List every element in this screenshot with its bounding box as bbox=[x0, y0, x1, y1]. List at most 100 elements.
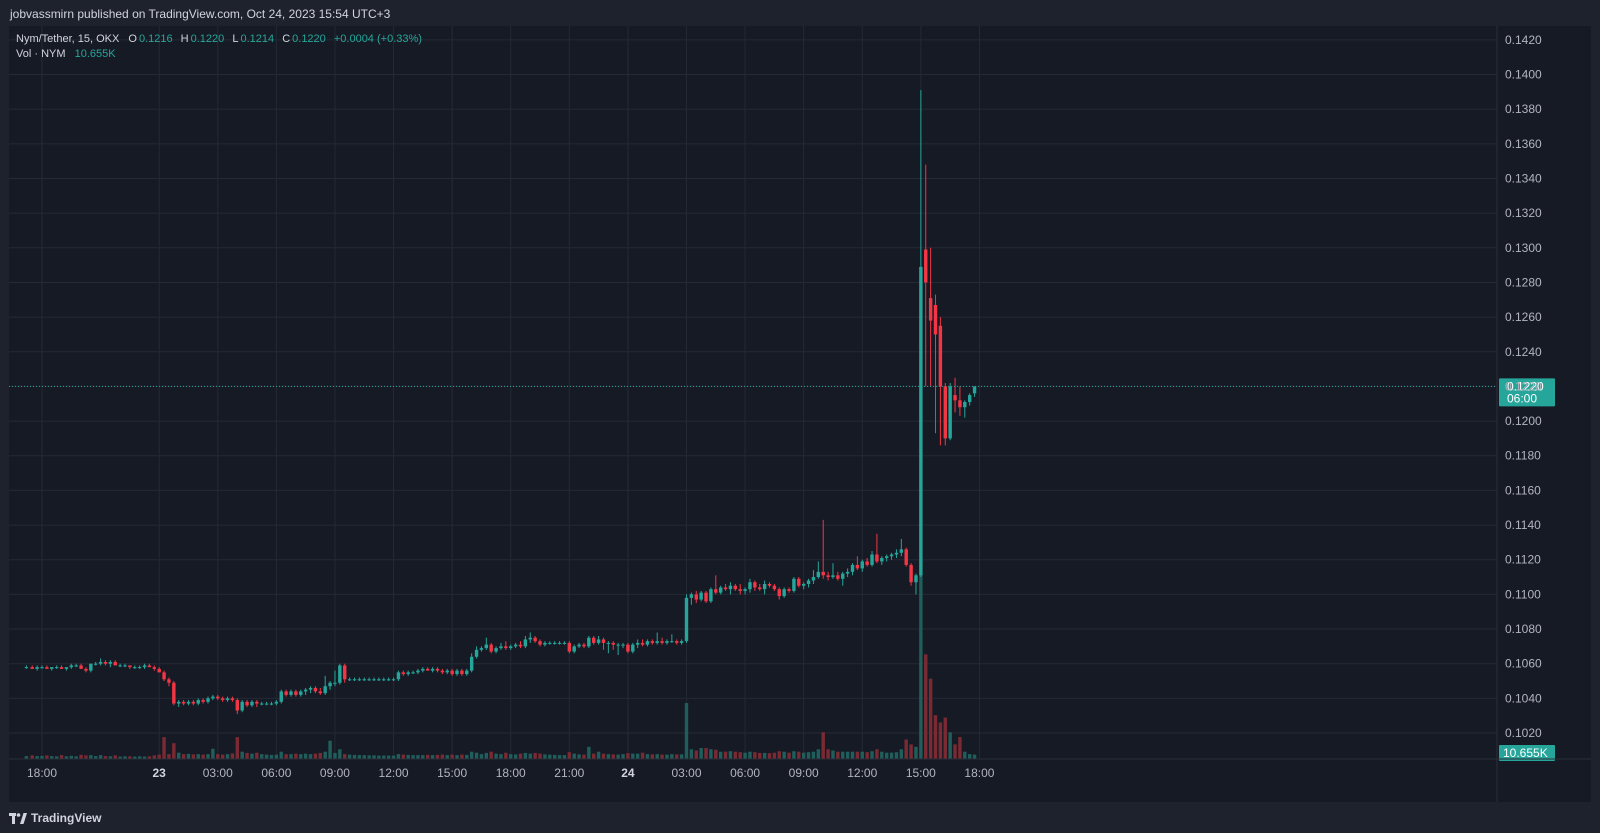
volume-label[interactable]: Vol · NYM bbox=[16, 48, 66, 60]
volume-bar bbox=[543, 754, 547, 759]
volume-bar bbox=[899, 749, 904, 759]
candle-body bbox=[919, 266, 923, 576]
volume-bar bbox=[679, 754, 684, 759]
candle-body bbox=[845, 571, 850, 574]
low-value: 0.1214 bbox=[240, 33, 275, 45]
volume-bar bbox=[850, 751, 855, 759]
candle-body bbox=[875, 554, 879, 562]
candle-body bbox=[479, 648, 484, 650]
candle-body bbox=[54, 667, 59, 669]
volume-bar bbox=[333, 752, 337, 759]
candle-body bbox=[621, 644, 625, 646]
candle-body bbox=[645, 641, 650, 645]
candle-body bbox=[426, 668, 430, 671]
price-tick-label: 0.1240 bbox=[1505, 345, 1542, 359]
volume-bar bbox=[89, 755, 93, 759]
candle-body bbox=[889, 554, 894, 557]
candle-body bbox=[865, 561, 869, 565]
candle-body bbox=[460, 670, 464, 675]
volume-bar bbox=[386, 755, 391, 759]
volume-bar bbox=[225, 754, 230, 759]
volume-bar bbox=[177, 752, 181, 759]
time-tick-label: 06:00 bbox=[730, 766, 760, 780]
volume-bar bbox=[924, 654, 928, 759]
volume-bar bbox=[904, 739, 908, 759]
candle-body bbox=[455, 670, 459, 675]
candle-body bbox=[494, 648, 498, 652]
volume-bar bbox=[108, 756, 113, 759]
candle-body bbox=[904, 549, 908, 565]
volume-bar bbox=[645, 754, 650, 759]
candle-body bbox=[484, 644, 489, 649]
price-tick-label: 0.1200 bbox=[1505, 414, 1542, 428]
volume-bar bbox=[450, 754, 454, 759]
candle-layer bbox=[24, 90, 977, 714]
time-tick-label: 12:00 bbox=[379, 766, 409, 780]
time-tick-label: 03:00 bbox=[203, 766, 233, 780]
time-tick-label: 09:00 bbox=[320, 766, 350, 780]
tradingview-logo[interactable]: TradingView bbox=[9, 811, 101, 825]
volume-bar bbox=[557, 755, 562, 759]
volume-bar bbox=[152, 755, 157, 759]
volume-bar bbox=[953, 744, 957, 759]
candle-body bbox=[972, 386, 977, 394]
candle-body bbox=[147, 665, 152, 668]
candle-body bbox=[313, 687, 318, 692]
publish-info: jobvassmirn published on TradingView.com… bbox=[10, 7, 391, 21]
volume-bar bbox=[416, 755, 420, 759]
candle-body bbox=[601, 639, 606, 643]
volume-bar bbox=[284, 754, 288, 759]
candle-body bbox=[665, 641, 669, 643]
candle-body bbox=[884, 556, 889, 558]
volume-bar bbox=[762, 752, 767, 759]
volume-bar bbox=[186, 753, 191, 759]
volume-bar bbox=[347, 754, 352, 759]
volume-bar bbox=[206, 754, 210, 759]
volume-bar bbox=[172, 743, 176, 759]
volume-bar bbox=[806, 752, 811, 759]
candle-body bbox=[631, 644, 635, 652]
volume-bar bbox=[484, 752, 489, 759]
chart-frame[interactable]: 0.1220 06:00 10.655K 0.1420 0.1400 0.1380 0.1… bbox=[9, 26, 1591, 802]
price-tick-label: 0.1160 bbox=[1505, 483, 1541, 497]
volume-bar bbox=[269, 754, 274, 759]
volume-bar bbox=[733, 751, 738, 759]
volume-bar bbox=[635, 753, 640, 759]
candle-body bbox=[89, 663, 93, 671]
candle-body bbox=[733, 585, 738, 590]
price-tick-label: 0.1100 bbox=[1505, 587, 1541, 601]
volume-bar bbox=[670, 754, 674, 759]
candle-body bbox=[635, 642, 640, 645]
volume-bar bbox=[299, 754, 303, 759]
candle-body bbox=[84, 668, 88, 671]
volume-bar bbox=[650, 754, 655, 759]
candle-body bbox=[738, 589, 742, 591]
price-tick-label: 0.1400 bbox=[1505, 68, 1542, 82]
volume-bar bbox=[84, 755, 88, 759]
volume-bar bbox=[831, 750, 835, 759]
candle-body bbox=[728, 585, 733, 590]
countdown-label: 06:00 bbox=[1507, 391, 1537, 405]
volume-bar bbox=[797, 751, 801, 759]
candle-body bbox=[191, 701, 196, 704]
candle-body bbox=[50, 667, 54, 669]
volume-bar bbox=[626, 753, 630, 759]
candle-body bbox=[64, 667, 69, 669]
symbol-label[interactable]: Nym/Tether, 15, OKX bbox=[16, 33, 120, 45]
candle-body bbox=[367, 679, 371, 681]
volume-bar bbox=[714, 749, 718, 759]
candle-body bbox=[220, 698, 225, 701]
volume-bar bbox=[250, 753, 254, 759]
volume-bar bbox=[460, 754, 464, 759]
candle-body bbox=[352, 679, 357, 681]
volume-bar bbox=[196, 754, 200, 759]
volume-bar bbox=[294, 753, 298, 759]
candle-body bbox=[196, 700, 200, 704]
volume-bar bbox=[499, 754, 503, 759]
volume-bar bbox=[245, 752, 249, 759]
volume-bar bbox=[753, 752, 757, 759]
candle-body bbox=[108, 661, 113, 664]
last-volume-label: 10.655K bbox=[1503, 746, 1548, 760]
